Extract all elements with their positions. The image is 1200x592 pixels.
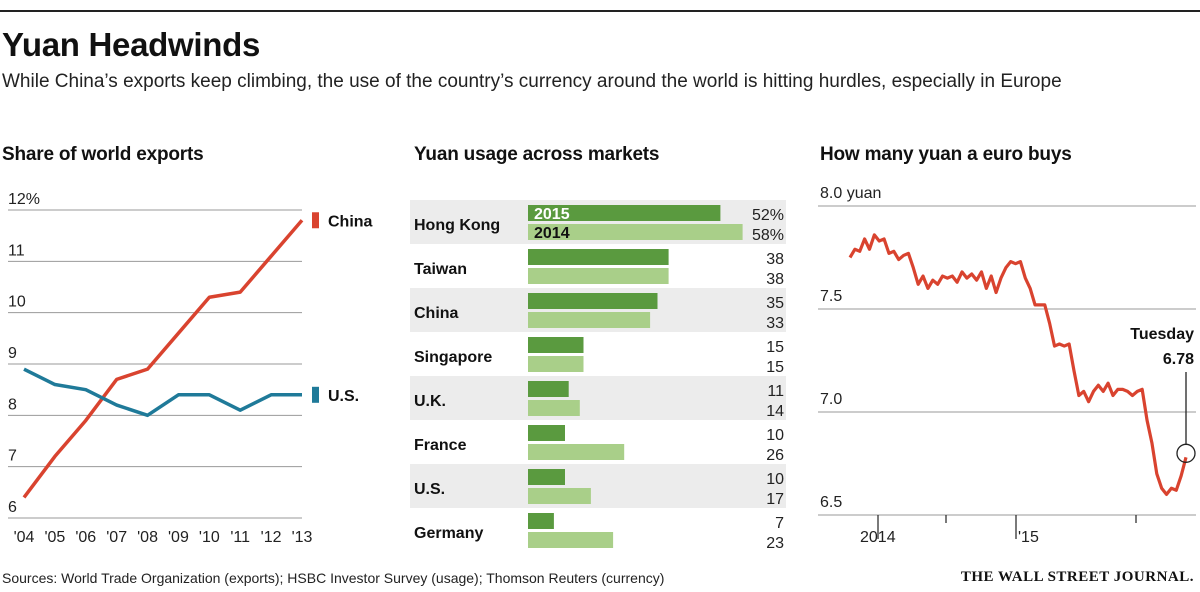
currency-y-tick: 7.5 <box>820 288 842 305</box>
legend-label-china: China <box>328 213 373 230</box>
currency-x-tick: 2014 <box>860 529 896 546</box>
usage-bar-2014 <box>528 268 669 284</box>
exports-y-tick: 12% <box>8 191 40 208</box>
publisher-logo: THE WALL STREET JOURNAL. <box>960 569 1194 585</box>
usage-value-2015: 11 <box>767 383 784 400</box>
usage-bar-2015 <box>528 293 658 309</box>
usage-bar-2015 <box>528 425 565 441</box>
usage-bar-2014 <box>528 444 625 460</box>
usage-value-2015: 35 <box>766 295 784 312</box>
exports-x-tick: '13 <box>292 529 313 546</box>
usage-value-2014: 23 <box>766 535 784 552</box>
usage-bar-2015 <box>528 337 584 353</box>
currency-annotation-value: 6.78 <box>1163 351 1194 368</box>
usage-value-2014: 14 <box>766 403 784 420</box>
usage-bar-2014 <box>528 532 614 548</box>
exports-x-tick: '04 <box>14 529 35 546</box>
legend-swatch-china <box>312 212 319 229</box>
usage-value-2015: 52% <box>752 207 784 224</box>
currency-y-tick: 7.0 <box>820 391 842 408</box>
usage-category-label: Germany <box>414 525 483 542</box>
usage-legend-2015: 2015 <box>534 206 570 223</box>
usage-value-2014: 26 <box>766 447 784 464</box>
usage-bar-2015 <box>528 513 554 529</box>
exports-x-tick: '07 <box>106 529 127 546</box>
usage-value-2014: 38 <box>766 271 784 288</box>
currency-annotation-label: Tuesday <box>1130 326 1194 343</box>
usage-bar-2015 <box>528 249 669 265</box>
currency-y-tick: 8.0 yuan <box>820 185 881 202</box>
exports-x-tick: '05 <box>44 529 65 546</box>
usage-category-label: Taiwan <box>414 261 467 278</box>
usage-bar-2014 <box>528 356 584 372</box>
currency-line <box>848 233 1188 496</box>
usage-category-label: Hong Kong <box>414 217 500 234</box>
exports-x-tick: '09 <box>168 529 189 546</box>
page-subtitle: While China’s exports keep climbing, the… <box>2 71 1062 92</box>
usage-row-band <box>410 376 786 420</box>
usage-value-2015: 15 <box>766 339 784 356</box>
usage-value-2015: 10 <box>766 427 784 444</box>
currency-chart-title: How many yuan a euro buys <box>820 144 1072 165</box>
exports-x-tick: '11 <box>230 529 250 546</box>
exports-x-tick: '10 <box>199 529 220 546</box>
exports-line-china <box>22 219 304 499</box>
usage-value-2015: 38 <box>766 251 784 268</box>
exports-x-tick: '08 <box>137 529 158 546</box>
exports-y-tick: 9 <box>8 345 17 362</box>
usage-bar-2014 <box>528 224 743 240</box>
exports-y-tick: 10 <box>8 294 26 311</box>
usage-bar-2014 <box>528 488 591 504</box>
exports-y-tick: 8 <box>8 396 17 413</box>
usage-value-2015: 10 <box>766 471 784 488</box>
page-title: Yuan Headwinds <box>2 26 261 63</box>
exports-y-tick: 11 <box>8 242 25 259</box>
usage-bar-2015 <box>528 469 565 485</box>
top-rule <box>0 10 1200 12</box>
usage-bar-2015 <box>528 381 569 397</box>
usage-category-label: France <box>414 437 467 454</box>
currency-x-tick: '15 <box>1018 529 1039 546</box>
usage-category-label: U.K. <box>414 393 446 410</box>
usage-value-2014: 58% <box>752 227 784 244</box>
exports-line-us <box>23 367 302 418</box>
usage-value-2014: 33 <box>766 315 784 332</box>
exports-chart-title: Share of world exports <box>2 144 204 165</box>
sources-note: Sources: World Trade Organization (expor… <box>2 570 665 586</box>
usage-bar-2014 <box>528 400 580 416</box>
usage-value-2014: 15 <box>766 359 784 376</box>
usage-row-band <box>410 464 786 508</box>
usage-category-label: Singapore <box>414 349 492 366</box>
usage-category-label: China <box>414 305 459 322</box>
usage-value-2014: 17 <box>766 491 784 508</box>
legend-swatch-us <box>312 386 319 403</box>
usage-legend-2014: 2014 <box>534 225 570 242</box>
usage-category-label: U.S. <box>414 481 445 498</box>
exports-x-tick: '06 <box>75 529 96 546</box>
currency-y-tick: 6.5 <box>820 494 842 511</box>
legend-label-us: U.S. <box>328 388 359 405</box>
usage-bar-2015 <box>528 205 721 221</box>
exports-y-tick: 6 <box>8 499 17 516</box>
exports-y-tick: 7 <box>8 448 17 465</box>
usage-bar-2014 <box>528 312 651 328</box>
usage-chart-title: Yuan usage across markets <box>414 144 660 165</box>
exports-x-tick: '12 <box>261 529 282 546</box>
usage-value-2015: 7 <box>775 515 784 532</box>
